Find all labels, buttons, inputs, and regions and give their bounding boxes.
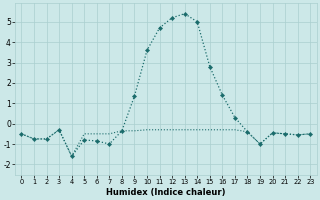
X-axis label: Humidex (Indice chaleur): Humidex (Indice chaleur) (106, 188, 226, 197)
